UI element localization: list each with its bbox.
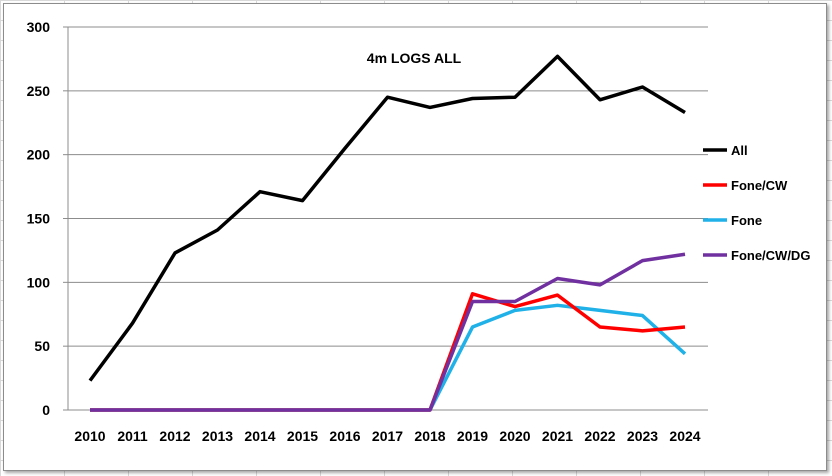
x-tick-label: 2010 xyxy=(74,428,105,444)
x-tick-labels: 2010 2011 2012 2013 2014 2015 2016 2017 2018 2019… xyxy=(74,428,700,444)
x-tick-label: 2024 xyxy=(669,428,700,444)
legend-label: Fone xyxy=(731,213,762,228)
x-tick-label: 2020 xyxy=(499,428,530,444)
x-tick-label: 2015 xyxy=(287,428,318,444)
gridlines xyxy=(68,26,708,347)
y-tick-label: 100 xyxy=(27,274,51,290)
legend-label: All xyxy=(731,143,748,158)
x-tick-label: 2021 xyxy=(542,428,573,444)
legend-label: Fone/CW/DG xyxy=(731,248,810,263)
chart-area[interactable] xyxy=(3,3,827,471)
series-line-fone xyxy=(90,303,687,412)
y-tick-label: 50 xyxy=(34,338,50,354)
x-tick-label: 2013 xyxy=(202,428,233,444)
x-tick-label: 2011 xyxy=(117,428,148,444)
x-tick-label: 2018 xyxy=(414,428,445,444)
series-line-fone-cw-dg xyxy=(90,252,686,412)
y-tick-label: 0 xyxy=(42,402,50,418)
x-tick-label: 2022 xyxy=(584,428,615,444)
y-tick-label: 300 xyxy=(27,19,51,35)
x-tick-label: 2019 xyxy=(457,428,488,444)
x-tick-label: 2012 xyxy=(159,428,190,444)
series-line-all xyxy=(88,54,686,382)
series-lines xyxy=(88,54,687,412)
x-tick-label: 2017 xyxy=(372,428,403,444)
legend-label: Fone/CW xyxy=(731,178,788,193)
legend: All Fone/CW Fone Fone/CW/DG xyxy=(703,143,810,263)
chart-title: 4m LOGS ALL xyxy=(367,50,462,66)
y-tick-label: 150 xyxy=(27,211,51,227)
y-tick-label: 200 xyxy=(27,147,51,163)
y-tick-labels: 0 50 100 150 200 250 300 xyxy=(27,19,51,418)
x-tick-label: 2023 xyxy=(627,428,658,444)
x-tick-label: 2016 xyxy=(329,428,360,444)
y-tick-label: 250 xyxy=(27,83,51,99)
x-tick-label: 2014 xyxy=(244,428,275,444)
